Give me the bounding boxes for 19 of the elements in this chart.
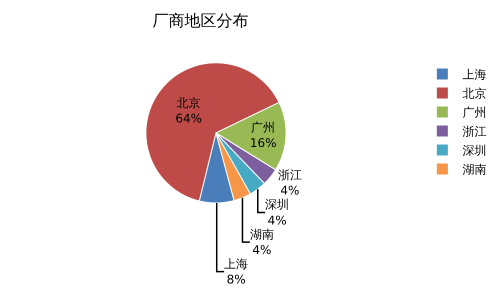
data-label: 64% — [175, 112, 202, 126]
data-label: 8% — [226, 272, 246, 286]
legend-label: 浙江 — [462, 124, 486, 139]
legend-label: 北京 — [462, 86, 486, 101]
legend-label: 上海 — [462, 68, 486, 82]
data-label: 4% — [280, 184, 300, 198]
legend-label: 广州 — [462, 106, 486, 120]
slice-label: 深圳 — [265, 198, 290, 212]
slice-label: 浙江 — [278, 168, 302, 182]
legend-label: 深圳 — [462, 144, 486, 158]
data-label: 16% — [250, 136, 277, 150]
slice-label: 广州 — [251, 120, 276, 135]
slice-label: 湖南 — [250, 227, 274, 242]
slice-label: 北京 — [176, 96, 201, 110]
slice-label: 上海 — [224, 256, 248, 271]
chart-title: 厂商地区分布 — [152, 10, 248, 30]
data-label: 4% — [268, 213, 287, 228]
legend-label: 湖南 — [462, 162, 486, 177]
data-label: 4% — [252, 242, 272, 257]
